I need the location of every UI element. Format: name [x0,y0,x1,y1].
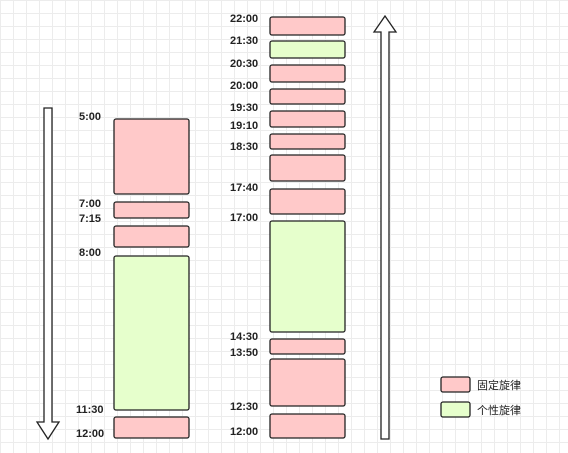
time-label: 21:30 [230,35,258,47]
time-label: 12:00 [230,426,258,438]
right-block [269,64,346,83]
time-label: 12:30 [230,401,258,413]
right-block [269,133,346,150]
right-block [269,220,346,333]
right-block [269,154,346,182]
time-label: 12:00 [76,428,104,440]
left-block [113,255,190,411]
time-label: 17:00 [230,212,258,224]
up-arrow-icon [372,14,398,440]
legend: 固定旋律 个性旋律 [440,376,521,418]
time-label: 19:30 [230,102,258,114]
legend-label-personal: 个性旋律 [477,403,521,417]
time-label: 8:00 [79,247,101,259]
time-label: 11:30 [76,404,104,416]
left-time-labels: 5:00 7:00 7:15 8:00 11:30 12:00 [76,111,104,440]
time-label: 5:00 [79,111,101,123]
legend-label-fixed: 固定旋律 [477,378,521,392]
right-blocks [269,16,346,439]
time-label: 14:30 [230,331,258,343]
right-block [269,188,346,215]
time-label: 20:00 [230,80,258,92]
left-blocks [113,118,190,439]
time-label: 18:30 [230,141,258,153]
right-time-arrow [372,14,398,440]
right-block [269,110,346,128]
right-block [269,88,346,105]
time-label: 13:50 [230,347,258,359]
time-label: 19:10 [230,120,258,132]
right-block [269,413,346,439]
legend-swatch-personal [440,401,471,418]
left-block [113,416,190,439]
legend-swatch-fixed [440,376,471,393]
left-time-arrow [35,107,61,441]
right-block [269,40,346,59]
right-block [269,16,346,36]
time-label: 22:00 [230,13,258,25]
right-time-labels: 22:00 21:30 20:30 20:00 19:30 19:10 18:3… [230,13,258,438]
down-arrow-icon [35,107,61,441]
time-label: 7:00 [79,198,101,210]
left-block [113,225,190,248]
right-block [269,338,346,355]
right-block [269,358,346,407]
left-block [113,118,190,195]
left-block [113,201,190,219]
time-label: 17:40 [230,182,258,194]
time-label: 20:30 [230,58,258,70]
time-label: 7:15 [79,213,101,225]
